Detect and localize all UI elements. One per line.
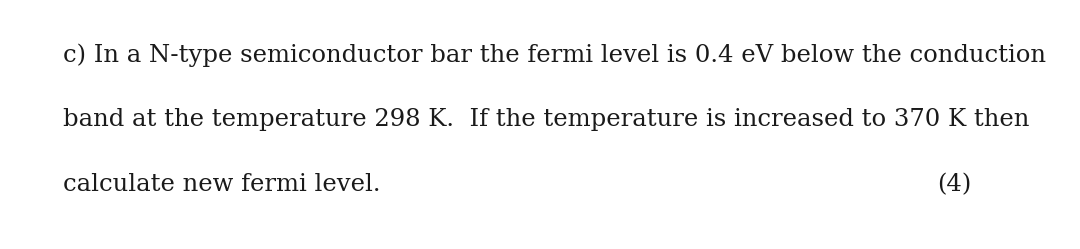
Text: (4): (4) [937,173,972,196]
Text: c) In a N-type semiconductor bar the fermi level is 0.4 eV below the conduction: c) In a N-type semiconductor bar the fer… [63,43,1045,66]
Text: band at the temperature 298 K.  If the temperature is increased to 370 K then: band at the temperature 298 K. If the te… [63,108,1029,131]
Text: calculate new fermi level.: calculate new fermi level. [63,173,380,196]
